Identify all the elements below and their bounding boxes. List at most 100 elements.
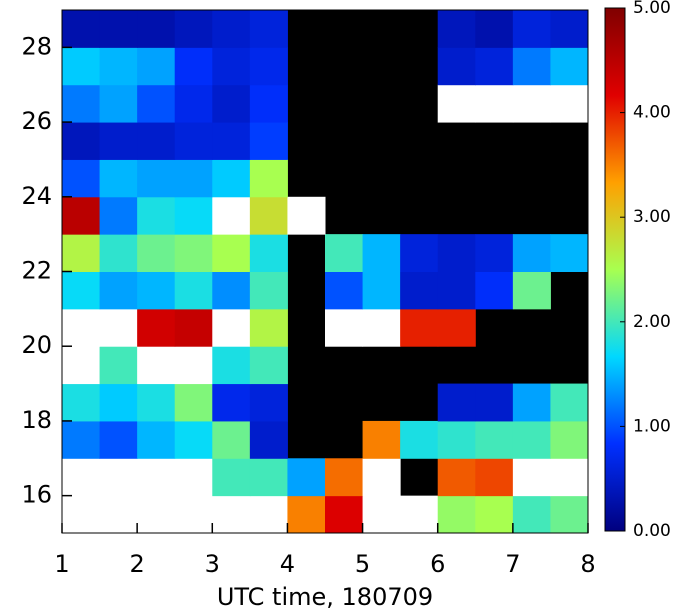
heat-cell	[137, 159, 176, 198]
heat-cell	[362, 308, 401, 347]
heat-cell	[437, 383, 476, 422]
heat-cell	[550, 495, 589, 534]
heat-cell	[212, 84, 251, 123]
x-tick-label: 1	[54, 550, 69, 578]
heat-cell	[99, 122, 138, 160]
heat-cell	[475, 10, 514, 48]
heat-cell	[174, 234, 213, 272]
heat-cell	[475, 495, 514, 534]
heat-cell	[325, 308, 364, 347]
heat-cell	[325, 234, 364, 272]
heat-cell	[99, 495, 138, 534]
heat-cell	[550, 84, 589, 123]
x-tick-label: 5	[355, 550, 370, 578]
colorbar-tick-label: 1.00	[633, 416, 671, 436]
heat-cell	[475, 47, 514, 86]
heat-cell	[174, 495, 213, 534]
heat-cell	[437, 458, 476, 497]
heat-cell	[437, 84, 476, 123]
heat-cell	[400, 308, 439, 347]
heat-cell	[475, 84, 514, 123]
heat-cell	[174, 84, 213, 123]
heat-cell	[62, 383, 101, 422]
heat-cell	[174, 10, 213, 48]
heat-cell	[249, 308, 288, 347]
heat-cell	[212, 159, 251, 198]
heat-cell	[325, 458, 364, 497]
heat-cell	[99, 346, 138, 385]
x-axis-label: UTC time, 180709	[217, 583, 433, 611]
heat-cell	[212, 346, 251, 385]
heat-cell	[249, 458, 288, 497]
heat-cell	[62, 420, 101, 459]
heat-cell	[475, 420, 514, 459]
heat-cell	[137, 271, 176, 310]
heat-cell	[99, 196, 138, 235]
heat-cell	[99, 420, 138, 459]
heat-cell	[62, 234, 101, 272]
heat-cell	[212, 271, 251, 310]
y-tick-label: 18	[21, 406, 52, 434]
heat-cell	[249, 495, 288, 534]
heat-cell	[437, 234, 476, 272]
heat-cell	[212, 47, 251, 86]
heat-cell	[249, 84, 288, 123]
heat-cell	[62, 47, 101, 86]
heat-cell	[174, 383, 213, 422]
heat-cell	[137, 495, 176, 534]
heat-cell	[99, 84, 138, 123]
heat-cell	[62, 308, 101, 347]
x-tick-label: 4	[280, 550, 295, 578]
heat-cell	[512, 495, 551, 534]
heat-cell	[62, 196, 101, 235]
heat-cell	[437, 10, 476, 48]
heat-cell	[174, 346, 213, 385]
heat-cell	[174, 458, 213, 497]
heat-cell	[512, 420, 551, 459]
heat-cell	[287, 495, 326, 534]
x-tick-label: 7	[505, 550, 520, 578]
heat-cell	[550, 458, 589, 497]
y-tick-label: 20	[21, 331, 52, 359]
heat-cell	[287, 196, 326, 235]
heat-cell	[99, 271, 138, 310]
heat-cell	[212, 122, 251, 160]
heat-cell	[99, 308, 138, 347]
heat-cell	[362, 271, 401, 310]
heat-cell	[249, 159, 288, 198]
colorbar-tick-label: 5.00	[633, 0, 671, 18]
colorbar-tick-label: 2.00	[633, 312, 671, 332]
x-tick-label: 8	[580, 550, 595, 578]
heat-cell	[249, 196, 288, 235]
heat-cell	[99, 10, 138, 48]
heat-cell	[550, 383, 589, 422]
heat-cell	[137, 420, 176, 459]
heat-cell	[437, 420, 476, 459]
plot-area	[62, 10, 589, 534]
heat-cell	[550, 10, 589, 48]
y-tick-label: 16	[21, 481, 52, 509]
heat-cell	[62, 84, 101, 123]
heat-cell	[137, 84, 176, 123]
heat-cell	[287, 458, 326, 497]
colorbar	[604, 7, 626, 532]
heat-cell	[174, 308, 213, 347]
heat-cell	[249, 346, 288, 385]
y-tick-label: 24	[21, 182, 52, 210]
heat-cell	[137, 458, 176, 497]
heat-cell	[212, 196, 251, 235]
heat-cell	[362, 234, 401, 272]
heat-cell	[512, 10, 551, 48]
heat-cell	[62, 159, 101, 198]
x-tick-label: 2	[130, 550, 145, 578]
heat-cell	[512, 84, 551, 123]
x-tick-label: 3	[205, 550, 220, 578]
heat-cell	[99, 383, 138, 422]
heat-cell	[174, 271, 213, 310]
x-tick-label: 6	[430, 550, 445, 578]
heat-cell	[325, 495, 364, 534]
heat-cell	[249, 10, 288, 48]
heat-cell	[137, 308, 176, 347]
heat-cell	[249, 271, 288, 310]
